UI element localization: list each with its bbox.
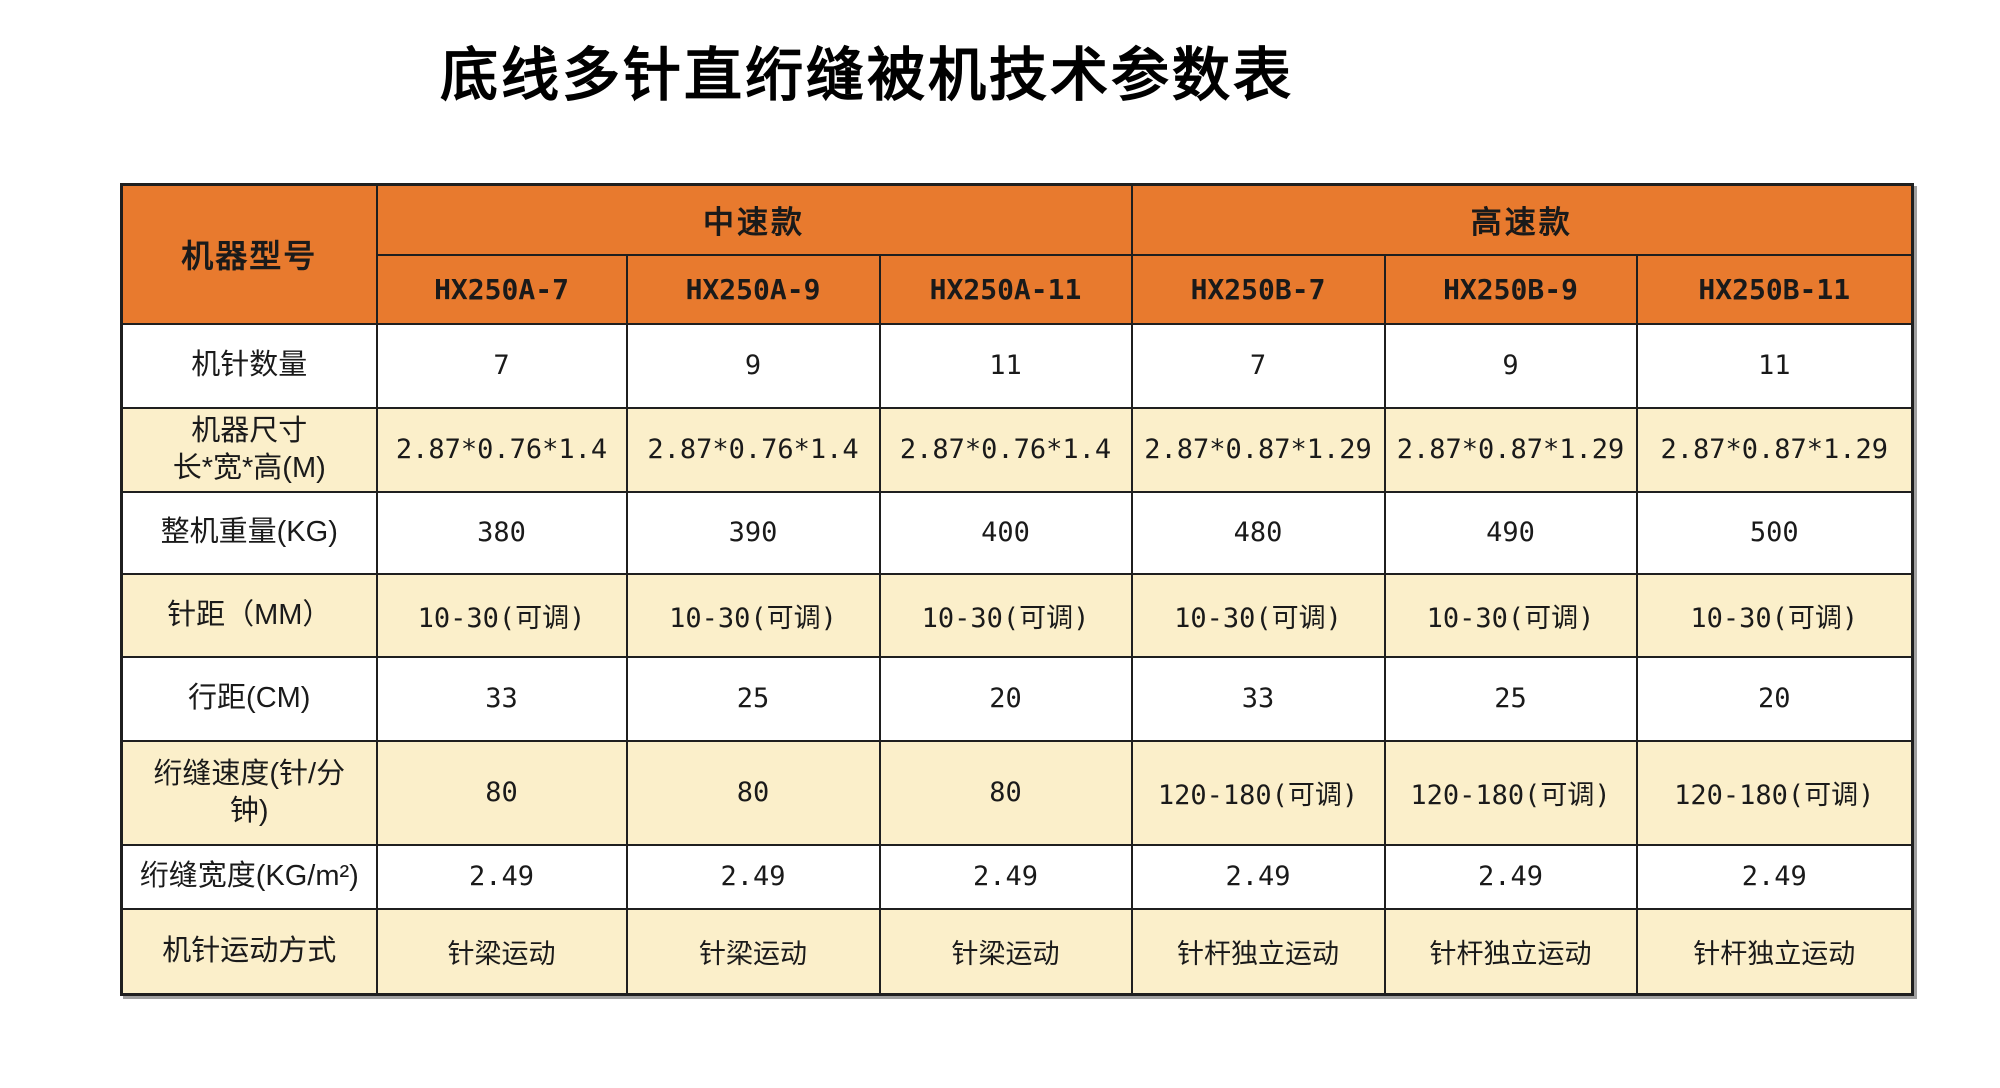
spec-cell: 25 [1383,655,1638,742]
table-row-needle-pitch: 针距（MM） 10-30(可调) 10-30(可调) 10-30(可调) 10-… [120,572,1914,658]
spec-cell: 11 [878,322,1133,409]
spec-cell: 10-30(可调) [878,572,1133,658]
header-model-row: HX250A-7 HX250A-9 HX250A-11 HX250B-7 HX2… [122,253,1914,325]
spec-cell: 2.87*0.76*1.4 [878,406,1133,493]
spec-cell: 390 [625,490,881,575]
spec-cell: 400 [878,490,1133,575]
table-row-needle-count: 机针数量 7 9 11 7 9 11 [120,322,1914,409]
model-header-hx250a-7: HX250A-7 [375,253,628,325]
spec-cell: 7 [1130,322,1386,409]
spec-cell: 25 [625,655,881,742]
spec-cell: 120-180(可调) [1130,739,1386,846]
spec-cell: 2.49 [1383,843,1638,910]
spec-cell: 2.49 [878,843,1133,910]
row-label-row-spacing: 行距(CM) [120,655,378,742]
spec-cell: 2.49 [375,843,628,910]
model-header-hx250b-9: HX250B-9 [1383,253,1638,325]
spec-cell: 2.87*0.87*1.29 [1383,406,1638,493]
group-header-high-speed: 高速款 [1130,183,1914,256]
spec-cell: 120-180(可调) [1635,739,1914,846]
spec-cell: 480 [1130,490,1386,575]
row-label-quilting-width: 绗缝宽度(KG/m²) [120,843,378,910]
spec-cell: 80 [878,739,1133,846]
spec-cell: 80 [625,739,881,846]
spec-cell: 2.87*0.76*1.4 [625,406,881,493]
table-row-row-spacing: 行距(CM) 33 25 20 33 25 20 [120,655,1914,742]
spec-cell: 10-30(可调) [1383,572,1638,658]
spec-cell: 针杆独立运动 [1635,907,1914,996]
spec-cell: 33 [1130,655,1386,742]
row-label-needle-pitch: 针距（MM） [120,572,378,658]
spec-cell: 11 [1635,322,1914,409]
table-row-machine-weight: 整机重量(KG) 380 390 400 480 490 500 [120,490,1914,575]
spec-table: 机器型号 中速款 高速款 HX250A-7 HX250A-9 HX250A-11… [120,183,1915,996]
spec-cell: 2.49 [625,843,881,910]
spec-cell: 2.87*0.87*1.29 [1130,406,1386,493]
spec-cell: 针杆独立运动 [1130,907,1386,996]
spec-cell: 针梁运动 [878,907,1133,996]
spec-cell: 20 [1635,655,1914,742]
spec-cell: 2.49 [1635,843,1914,910]
spec-cell: 9 [625,322,881,409]
spec-cell: 7 [375,322,628,409]
spec-cell: 380 [375,490,628,575]
spec-cell: 80 [375,739,628,846]
spec-cell: 针杆独立运动 [1383,907,1638,996]
table-row-needle-motion: 机针运动方式 针梁运动 针梁运动 针梁运动 针杆独立运动 针杆独立运动 针杆独立… [120,907,1914,996]
spec-cell: 针梁运动 [375,907,628,996]
row-label-needle-count: 机针数量 [120,322,378,409]
header-group-row: 机器型号 中速款 高速款 [120,183,1914,325]
row-label-machine-size: 机器尺寸 长*宽*高(M) [120,406,378,493]
model-header-hx250b-7: HX250B-7 [1130,253,1386,325]
spec-cell: 10-30(可调) [625,572,881,658]
row-label-quilting-speed: 绗缝速度(针/分 钟) [120,739,378,846]
model-header-hx250b-11: HX250B-11 [1635,253,1914,325]
row-label-needle-motion: 机针运动方式 [120,907,378,996]
table-row-machine-size: 机器尺寸 长*宽*高(M) 2.87*0.76*1.4 2.87*0.76*1.… [120,406,1914,493]
spec-cell: 500 [1635,490,1914,575]
spec-cell: 33 [375,655,628,742]
spec-cell: 20 [878,655,1133,742]
corner-cell-machine-model: 机器型号 [120,183,378,325]
spec-cell: 10-30(可调) [1635,572,1914,658]
spec-cell: 2.49 [1130,843,1386,910]
spec-cell: 9 [1383,322,1638,409]
spec-cell: 120-180(可调) [1383,739,1638,846]
spec-cell: 2.87*0.76*1.4 [375,406,628,493]
table-row-quilting-width: 绗缝宽度(KG/m²) 2.49 2.49 2.49 2.49 2.49 2.4… [120,843,1914,910]
page-title: 底线多针直绗缝被机技术参数表 [440,43,1295,108]
spec-cell: 490 [1383,490,1638,575]
spec-cell: 10-30(可调) [375,572,628,658]
model-header-hx250a-9: HX250A-9 [625,253,881,325]
model-header-hx250a-11: HX250A-11 [878,253,1133,325]
spec-cell: 2.87*0.87*1.29 [1635,406,1914,493]
row-label-machine-weight: 整机重量(KG) [120,490,378,575]
group-header-medium-speed: 中速款 [375,183,1133,256]
spec-cell: 针梁运动 [625,907,881,996]
table-row-quilting-speed: 绗缝速度(针/分 钟) 80 80 80 120-180(可调) 120-180… [120,739,1914,846]
spec-cell: 10-30(可调) [1130,572,1386,658]
